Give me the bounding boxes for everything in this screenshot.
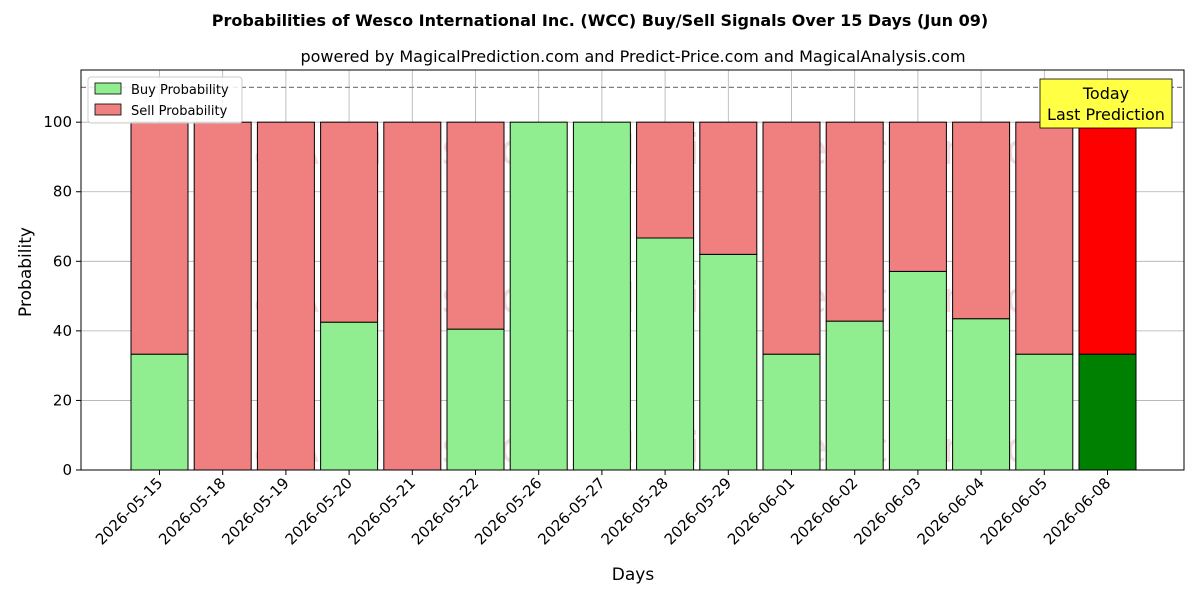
bar-sell (1078, 121, 1137, 355)
x-tick-label: 2026-06-05 (977, 474, 1051, 548)
bar-buy (952, 318, 1011, 471)
y-tick-label: 80 (53, 183, 72, 201)
legend-label-sell: Sell Probability (131, 104, 228, 119)
y-tick-label: 20 (53, 391, 72, 409)
x-tick-label: 2026-05-15 (92, 474, 166, 548)
bar-buy (1078, 353, 1137, 471)
x-tick-label: 2026-05-21 (345, 474, 419, 548)
x-tick-label: 2026-05-20 (282, 474, 356, 548)
x-tick-label: 2026-05-29 (661, 474, 735, 548)
bar-sell (952, 121, 1011, 320)
chart-subtitle: powered by MagicalPrediction.com and Pre… (300, 47, 965, 66)
x-axis-label: Days (612, 565, 655, 585)
x-tick-label: 2026-05-27 (534, 474, 608, 548)
x-tick-label: 2026-06-01 (724, 474, 798, 548)
legend-box (87, 76, 243, 124)
plot-frame (80, 69, 1185, 471)
bar-buy (130, 353, 189, 471)
legend-swatch-sell (94, 103, 122, 116)
today-annotation: Today Last Prediction (1039, 78, 1173, 129)
x-tick-label: 2026-06-02 (787, 474, 861, 548)
legend: Buy Probability Sell Probability (87, 76, 243, 124)
annotation-line-2: Last Prediction (1047, 105, 1165, 124)
bar-buy (320, 321, 379, 471)
y-tick-label: 60 (53, 252, 72, 270)
bar-sell (446, 121, 505, 330)
bar-sell (1015, 121, 1074, 355)
bar-buy (509, 121, 568, 471)
bar-sell (256, 121, 315, 471)
y-axis: 0 20 40 60 80 100 (43, 113, 81, 479)
x-axis: 2026-05-152026-05-182026-05-192026-05-20… (92, 470, 1114, 548)
bar-buy (636, 237, 695, 471)
y-tick-label: 0 (62, 461, 72, 479)
bar-buy (699, 253, 758, 471)
chart-title: Probabilities of Wesco International Inc… (212, 11, 988, 30)
bar-sell (130, 121, 189, 355)
bar-buy (446, 328, 505, 471)
bar-sell (193, 121, 252, 471)
x-tick-label: 2026-05-19 (218, 474, 292, 548)
bar-buy (762, 353, 821, 471)
x-tick-label: 2026-05-28 (598, 474, 672, 548)
x-tick-label: 2026-05-18 (155, 474, 229, 548)
x-tick-label: 2026-06-08 (1040, 474, 1114, 548)
x-tick-label: 2026-05-22 (408, 474, 482, 548)
legend-swatch-buy (94, 82, 122, 95)
bar-sell (699, 121, 758, 255)
bar-sell (825, 121, 884, 322)
bar-sell (888, 121, 947, 272)
bar-sell (320, 121, 379, 323)
x-tick-label: 2026-06-04 (914, 474, 988, 548)
bar-sell (383, 121, 442, 471)
bar-sell (636, 121, 695, 239)
bar-layer (130, 121, 1137, 471)
bar-sell (762, 121, 821, 355)
bar-buy (825, 320, 884, 471)
y-tick-label: 40 (53, 322, 72, 340)
y-tick-label: 100 (43, 113, 72, 131)
x-tick-label: 2026-05-26 (471, 474, 545, 548)
x-tick-label: 2026-06-03 (850, 474, 924, 548)
bar-buy (888, 270, 947, 471)
bar-buy (572, 121, 631, 471)
annotation-box (1039, 78, 1173, 129)
y-axis-label: Probability (16, 227, 36, 317)
legend-label-buy: Buy Probability (131, 83, 229, 98)
annotation-line-1: Today (1082, 84, 1129, 103)
bar-buy (1015, 353, 1074, 471)
